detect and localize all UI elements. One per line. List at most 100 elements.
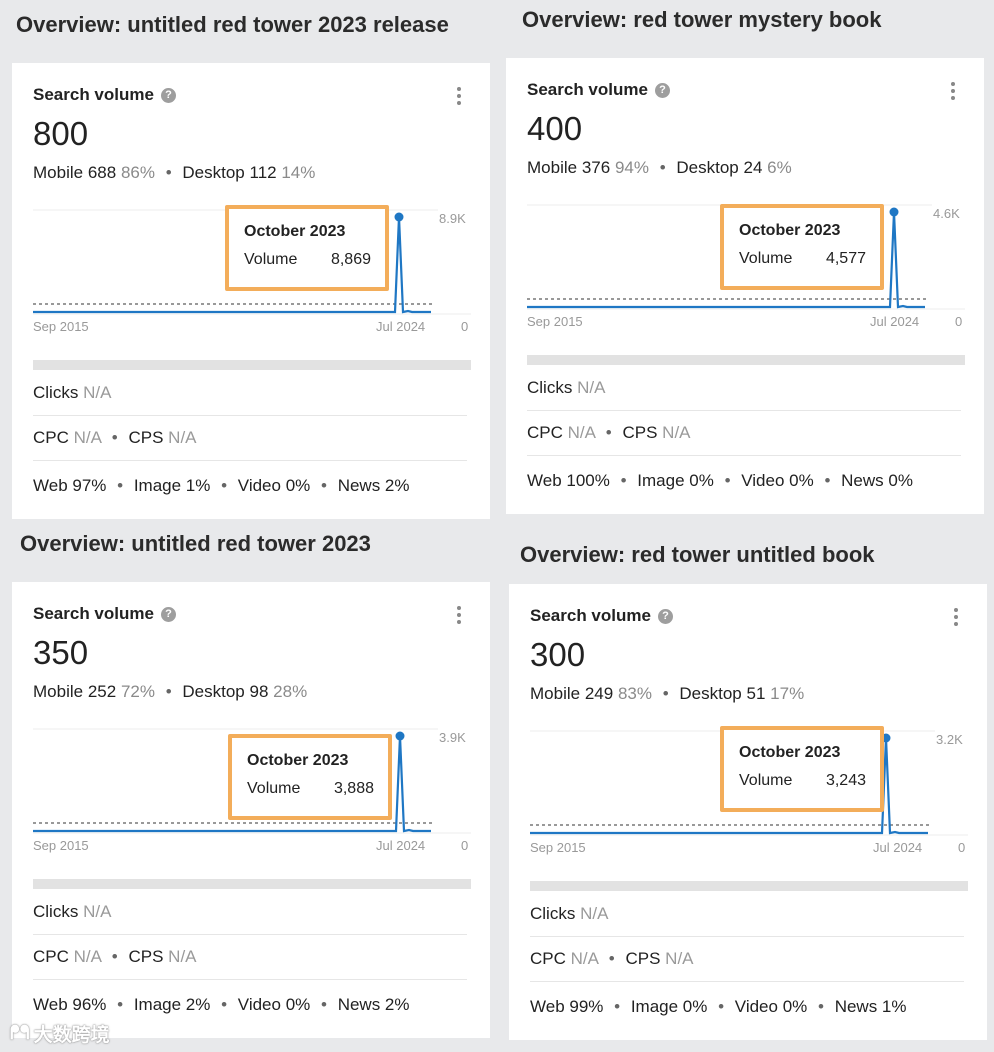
- watermark-text: 大数跨境: [33, 1025, 110, 1046]
- tooltip-metric-label: Volume: [739, 772, 793, 789]
- chart-max-label: 3.9K: [439, 730, 466, 745]
- search-volume-title: Search volume ?: [33, 604, 176, 624]
- chart-end-label: Jul 2024: [376, 319, 426, 334]
- help-icon[interactable]: ?: [160, 87, 176, 103]
- search-volume-card: Search volume ? 300 Mobile 249 83% • Des…: [509, 584, 987, 1040]
- chart-min-label: 0: [461, 319, 469, 334]
- serp-type-row: Web 100% • Image 0% • Video 0% • News 0%: [527, 471, 913, 490]
- tooltip-metric-value: 4,577: [825, 250, 866, 267]
- image-share: Image 0%: [637, 471, 714, 490]
- section-separator-bar: [530, 881, 968, 891]
- cps-label: CPS: [625, 949, 661, 968]
- chart-tooltip: October 2023 Volume 8,869: [225, 205, 389, 291]
- tooltip-month: October 2023: [244, 223, 346, 240]
- mobile-label: Mobile: [33, 163, 84, 182]
- cps-label: CPS: [622, 423, 658, 442]
- desktop-value: 98: [249, 682, 269, 701]
- help-icon[interactable]: ?: [654, 82, 670, 98]
- volume-trend-chart[interactable]: 4.6K Sep 2015 Jul 2024 0 October 2023 Vo…: [527, 200, 967, 340]
- help-icon[interactable]: ?: [657, 608, 673, 624]
- chart-start-label: Sep 2015: [33, 838, 89, 853]
- cpc-label: CPC: [33, 428, 69, 447]
- desktop-pct: 6%: [767, 158, 792, 177]
- cpc-cps-row: CPC N/A • CPS N/A: [527, 423, 691, 442]
- clicks-value: N/A: [83, 902, 112, 921]
- chart-end-label: Jul 2024: [873, 840, 923, 855]
- clicks-label: Clicks: [33, 383, 79, 402]
- panel-heading: Overview: untitled red tower 2023: [20, 531, 371, 556]
- desktop-value: 112: [249, 163, 277, 182]
- mobile-pct: 86%: [120, 163, 155, 182]
- peak-point: [889, 207, 899, 217]
- section-separator-bar: [33, 360, 471, 370]
- device-split: Mobile 688 86% • Desktop 112 14%: [33, 163, 316, 182]
- chart-start-label: Sep 2015: [530, 840, 586, 855]
- desktop-pct: 28%: [273, 682, 308, 701]
- image-share: Image 0%: [630, 997, 708, 1016]
- help-icon[interactable]: ?: [160, 606, 176, 622]
- more-options-icon[interactable]: [456, 87, 462, 105]
- search-volume-value: 300: [530, 636, 586, 673]
- cps-value: N/A: [665, 949, 694, 968]
- search-volume-label: Search volume: [33, 604, 154, 623]
- tooltip-month: October 2023: [739, 222, 841, 239]
- mobile-value: 688: [87, 163, 117, 182]
- web-share: Web 96%: [33, 995, 107, 1014]
- chart-min-label: 0: [955, 314, 963, 329]
- cpc-label: CPC: [33, 947, 69, 966]
- panel-heading: Overview: red tower mystery book: [522, 7, 882, 32]
- video-share: Video 0%: [734, 997, 808, 1016]
- clicks-label: Clicks: [530, 904, 576, 923]
- search-volume-card: Search volume ? 400 Mobile 376 94% • Des…: [506, 58, 984, 514]
- search-volume-title: Search volume ?: [33, 85, 176, 105]
- tooltip-metric-label: Volume: [244, 251, 298, 268]
- device-split: Mobile 252 72% • Desktop 98 28%: [33, 682, 308, 701]
- volume-trend-chart[interactable]: 3.2K Sep 2015 Jul 2024 0 October 2023 Vo…: [530, 726, 970, 866]
- more-options-icon[interactable]: [950, 82, 956, 100]
- chart-max-label: 4.6K: [933, 206, 960, 221]
- news-share: News 2%: [337, 995, 410, 1014]
- search-volume-title: Search volume ?: [530, 606, 673, 626]
- watermark: ᖰᖳ 大数跨境: [10, 1020, 110, 1047]
- cpc-cps-row: CPC N/A • CPS N/A: [33, 428, 197, 447]
- desktop-pct: 14%: [281, 163, 316, 182]
- clicks-row: Clicks N/A: [530, 904, 964, 924]
- search-volume-value: 400: [527, 110, 583, 147]
- mobile-value: 376: [581, 158, 611, 177]
- volume-trend-chart[interactable]: 3.9K Sep 2015 Jul 2024 0 October 2023 Vo…: [33, 724, 473, 864]
- mobile-value: 252: [87, 682, 117, 701]
- mobile-value: 249: [584, 684, 614, 703]
- tooltip-metric-value: 8,869: [330, 251, 371, 268]
- trend-line: [33, 735, 431, 833]
- more-options-icon[interactable]: [953, 608, 959, 626]
- mobile-pct: 72%: [120, 682, 155, 701]
- news-share: News 1%: [834, 997, 907, 1016]
- clicks-value: N/A: [83, 383, 112, 402]
- web-share: Web 97%: [33, 476, 107, 495]
- cps-value: N/A: [662, 423, 691, 442]
- trend-line: [33, 216, 431, 314]
- section-separator-bar: [527, 355, 965, 365]
- mobile-pct: 83%: [617, 684, 652, 703]
- news-share: News 2%: [337, 476, 410, 495]
- clicks-row: Clicks N/A: [33, 902, 467, 922]
- volume-trend-chart[interactable]: 8.9K Sep 2015 Jul 2024 0 October 2023 Vo…: [33, 205, 473, 345]
- search-volume-label: Search volume: [530, 606, 651, 625]
- tooltip-month: October 2023: [247, 752, 349, 769]
- desktop-label: Desktop: [676, 158, 739, 177]
- search-volume-value: 350: [33, 634, 89, 671]
- chart-tooltip: October 2023 Volume 3,888: [228, 734, 392, 820]
- chart-start-label: Sep 2015: [527, 314, 583, 329]
- video-share: Video 0%: [237, 995, 311, 1014]
- search-volume-card: Search volume ? 800 Mobile 688 86% • Des…: [12, 63, 490, 519]
- desktop-label: Desktop: [679, 684, 742, 703]
- more-options-icon[interactable]: [456, 606, 462, 624]
- search-volume-card: Search volume ? 350 Mobile 252 72% • Des…: [12, 582, 490, 1038]
- cps-label: CPS: [128, 947, 164, 966]
- chart-end-label: Jul 2024: [870, 314, 920, 329]
- cps-label: CPS: [128, 428, 164, 447]
- cpc-value: N/A: [73, 947, 102, 966]
- cpc-label: CPC: [527, 423, 563, 442]
- serp-type-row: Web 99% • Image 0% • Video 0% • News 1%: [530, 997, 907, 1016]
- mobile-label: Mobile: [530, 684, 581, 703]
